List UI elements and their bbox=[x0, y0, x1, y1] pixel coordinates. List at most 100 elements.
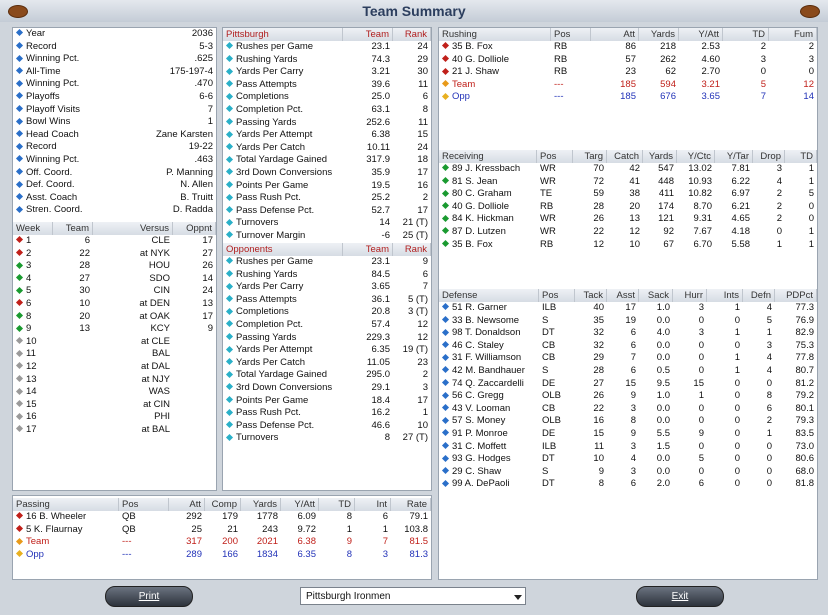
cell: 67 bbox=[643, 239, 677, 252]
cell-text: 0 bbox=[734, 402, 740, 414]
cell-text: 1 bbox=[808, 175, 814, 187]
cell: 1 bbox=[753, 239, 785, 252]
cell: RB bbox=[551, 66, 591, 79]
cell: 243 bbox=[241, 524, 281, 537]
cell-text: 292 bbox=[186, 511, 202, 522]
cell-text: 229.3 bbox=[366, 331, 390, 343]
team-select[interactable]: Pittsburgh Ironmen bbox=[300, 587, 526, 605]
cell-text: 29.1 bbox=[371, 382, 391, 393]
cell: 40 G. Dolliole bbox=[439, 54, 551, 67]
cell-text: 7 bbox=[382, 536, 388, 548]
cell: 9 bbox=[607, 428, 639, 441]
cell: Rushing Yards bbox=[223, 269, 343, 282]
cell-text: 10.11 bbox=[366, 141, 390, 153]
cell-text: TD bbox=[800, 151, 813, 162]
cell: WAS bbox=[93, 386, 173, 399]
cell-text: Pass Attempts bbox=[236, 78, 297, 90]
cell: 99 A. DePaoli bbox=[439, 478, 539, 491]
cell: 8 bbox=[13, 311, 53, 324]
cell-text: 42 M. Bandhauer bbox=[452, 365, 525, 376]
row-icon bbox=[15, 105, 24, 113]
data-row: 12 at DAL bbox=[13, 361, 216, 374]
cell-text: 10 bbox=[417, 419, 428, 431]
row-icon bbox=[15, 387, 24, 395]
data-row: Head Coach Zane Karsten bbox=[13, 129, 216, 142]
cell: TD bbox=[785, 150, 817, 163]
cell-text: 12 bbox=[593, 238, 604, 250]
cell: Yards Per Catch bbox=[223, 357, 343, 370]
cell-text: 23 bbox=[417, 356, 428, 368]
cell-text: 3 bbox=[630, 440, 636, 452]
cell-text: Zane Karsten bbox=[155, 128, 213, 140]
row-icon bbox=[15, 155, 24, 163]
cell: 14 bbox=[173, 273, 216, 286]
cell-text: 0.0 bbox=[656, 415, 670, 427]
cell-text: OLB bbox=[542, 390, 562, 402]
cell: 13.02 bbox=[677, 163, 715, 176]
cell: 13 bbox=[53, 323, 93, 336]
cell-text: Yards bbox=[650, 29, 675, 40]
cell: 57 bbox=[591, 54, 639, 67]
cell: 10.82 bbox=[677, 188, 715, 201]
print-button[interactable]: Print bbox=[105, 586, 193, 607]
cell-text: 28 bbox=[79, 260, 90, 272]
cell-text: .470 bbox=[194, 78, 214, 90]
row-icon bbox=[441, 479, 450, 487]
cell: Opponents bbox=[223, 243, 343, 256]
cell: at DEN bbox=[93, 298, 173, 311]
data-row: 80 C. Graham TE 59 38 411 10.82 6.97 2 5 bbox=[439, 188, 817, 201]
cell-text: WR bbox=[540, 226, 556, 237]
cell-text: 21 (T) bbox=[402, 217, 428, 229]
cell-text: 82.9 bbox=[795, 327, 815, 339]
cell: RB bbox=[537, 201, 573, 214]
cell: Yards bbox=[639, 28, 679, 41]
row-icon bbox=[225, 396, 234, 404]
cell-text: 3rd Down Conversions bbox=[236, 382, 333, 393]
cell-text: 8 bbox=[346, 548, 352, 560]
cell-text: 41 bbox=[629, 175, 640, 187]
data-row: Total Yardage Gained 317.9 18 bbox=[223, 154, 431, 167]
cell: QB bbox=[119, 524, 169, 537]
cell-text: 26 bbox=[593, 390, 604, 402]
cell: 46 C. Staley bbox=[439, 340, 539, 353]
cell-text: 7 bbox=[760, 91, 766, 103]
cell: at NJY bbox=[93, 374, 173, 387]
cell-text: 175-197-4 bbox=[169, 65, 213, 77]
cell: --- bbox=[119, 536, 169, 549]
cell-text: at DAL bbox=[140, 361, 170, 372]
cell: 14 bbox=[13, 386, 53, 399]
exit-button[interactable]: Exit bbox=[636, 586, 724, 607]
data-row: 42 M. Bandhauer S 28 6 0.5 0 1 4 80.7 bbox=[439, 365, 817, 378]
row-icon bbox=[15, 79, 24, 87]
cell-text: RB bbox=[554, 41, 568, 52]
cell: 19 bbox=[607, 315, 639, 328]
cell-text: SDO bbox=[149, 272, 170, 284]
cell: S bbox=[539, 315, 575, 328]
cell-text: 3 bbox=[766, 339, 772, 351]
cell: Rushes per Game bbox=[223, 256, 343, 269]
cell-text: Yards Per Catch bbox=[236, 356, 305, 368]
cell: Int bbox=[355, 498, 391, 511]
cell: 70 bbox=[573, 163, 607, 176]
cell-text: 25 (T) bbox=[402, 230, 428, 241]
cell: Def. Coord. bbox=[13, 179, 113, 192]
cell: 0 bbox=[743, 478, 775, 491]
cell-text: WR bbox=[540, 175, 556, 187]
data-row: Yards Per Catch 11.05 23 bbox=[223, 357, 431, 370]
cell: 6 bbox=[13, 298, 53, 311]
cell: 0 bbox=[673, 441, 707, 454]
cell: 6.09 bbox=[281, 511, 319, 524]
cell: 24 bbox=[393, 142, 431, 155]
cell: 35.9 bbox=[343, 167, 393, 180]
cell bbox=[53, 336, 93, 349]
cell-text: -6 bbox=[381, 230, 390, 241]
cell: 317.9 bbox=[343, 154, 393, 167]
header-row: Opponents Team Rank bbox=[223, 243, 431, 256]
row-icon bbox=[225, 193, 234, 201]
cell-text: Winning Pct. bbox=[26, 78, 80, 90]
cell: 13 bbox=[173, 298, 216, 311]
cell: 317 bbox=[169, 536, 205, 549]
cell-text: Sack bbox=[647, 290, 669, 301]
cell-text: 84.5 bbox=[371, 268, 391, 280]
